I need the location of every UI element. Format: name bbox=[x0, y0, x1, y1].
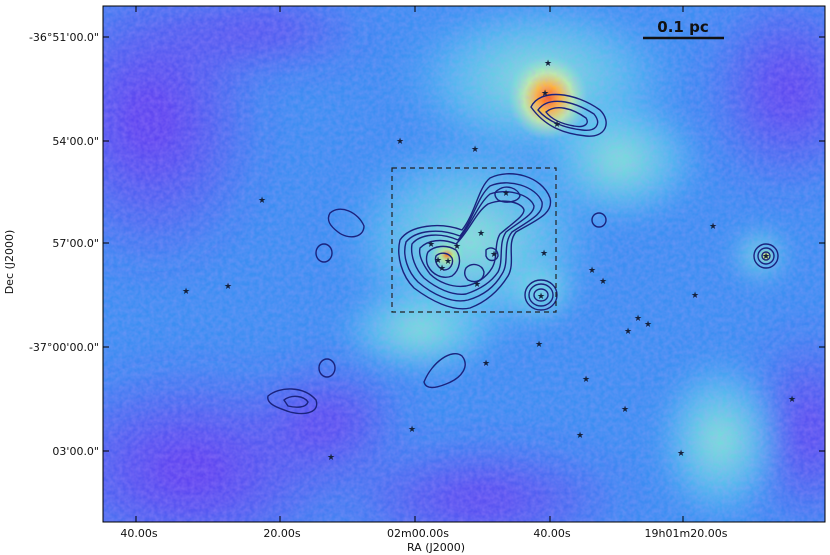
svg-text:★: ★ bbox=[224, 282, 232, 292]
svg-text:★: ★ bbox=[453, 242, 461, 252]
y-tick-label: -37°00'00.0" bbox=[29, 341, 99, 354]
y-tick-label: 03'00.0" bbox=[52, 445, 99, 458]
svg-text:★: ★ bbox=[544, 59, 552, 69]
svg-text:★: ★ bbox=[535, 340, 543, 350]
x-tick-label: 19h01m20.00s bbox=[645, 527, 728, 540]
x-tick-label: 40.00s bbox=[533, 527, 570, 540]
zoom-region-box bbox=[391, 167, 557, 313]
x-axis-title: RA (J2000) bbox=[407, 541, 465, 554]
emission-contours bbox=[267, 93, 779, 415]
svg-text:★: ★ bbox=[621, 405, 629, 415]
svg-text:★: ★ bbox=[599, 277, 607, 287]
x-tick-label: 40.00s bbox=[120, 527, 157, 540]
svg-text:★: ★ bbox=[490, 250, 498, 260]
svg-text:★: ★ bbox=[576, 431, 584, 441]
svg-text:★: ★ bbox=[553, 120, 561, 130]
svg-text:★: ★ bbox=[444, 257, 452, 267]
svg-text:★: ★ bbox=[408, 425, 416, 435]
svg-text:★: ★ bbox=[540, 249, 548, 259]
svg-text:★: ★ bbox=[762, 252, 770, 262]
svg-text:★: ★ bbox=[471, 145, 479, 155]
svg-text:★: ★ bbox=[473, 280, 481, 290]
svg-text:★: ★ bbox=[541, 89, 549, 99]
svg-text:★: ★ bbox=[477, 229, 485, 239]
plot-frame bbox=[102, 5, 826, 523]
scale-bar-label: 0.1 pc bbox=[657, 18, 708, 36]
svg-text:★: ★ bbox=[677, 449, 685, 459]
x-tick-label: 02m00.00s bbox=[387, 527, 449, 540]
y-tick-label: 57'00.0" bbox=[52, 237, 99, 250]
svg-text:★: ★ bbox=[502, 189, 510, 199]
svg-text:★: ★ bbox=[588, 266, 596, 276]
y-axis-title: Dec (J2000) bbox=[3, 230, 16, 295]
svg-text:★: ★ bbox=[482, 359, 490, 369]
intensity-map bbox=[103, 6, 825, 522]
svg-text:★: ★ bbox=[537, 292, 545, 302]
svg-text:★: ★ bbox=[327, 453, 335, 463]
svg-text:★: ★ bbox=[182, 287, 190, 297]
svg-text:★: ★ bbox=[788, 395, 796, 405]
svg-text:★: ★ bbox=[691, 291, 699, 301]
x-tick-label: 20.00s bbox=[263, 527, 300, 540]
svg-text:★: ★ bbox=[582, 375, 590, 385]
axis-ticks bbox=[103, 6, 825, 522]
svg-text:★: ★ bbox=[396, 137, 404, 147]
svg-text:★: ★ bbox=[709, 222, 717, 232]
svg-text:★: ★ bbox=[438, 264, 446, 274]
svg-text:★: ★ bbox=[427, 240, 435, 250]
svg-text:★: ★ bbox=[634, 314, 642, 324]
y-tick-label: -36°51'00.0" bbox=[29, 31, 99, 44]
star-markers: ★★★ ★★★ ★★★ ★★★ ★★★ ★★★ ★★ ★ ★ ★★ ★★★ ★★★ … bbox=[182, 59, 796, 463]
svg-text:★: ★ bbox=[644, 320, 652, 330]
svg-text:★: ★ bbox=[624, 327, 632, 337]
svg-text:★: ★ bbox=[434, 256, 442, 266]
y-tick-label: 54'00.0" bbox=[52, 135, 99, 148]
svg-text:★: ★ bbox=[258, 196, 266, 206]
